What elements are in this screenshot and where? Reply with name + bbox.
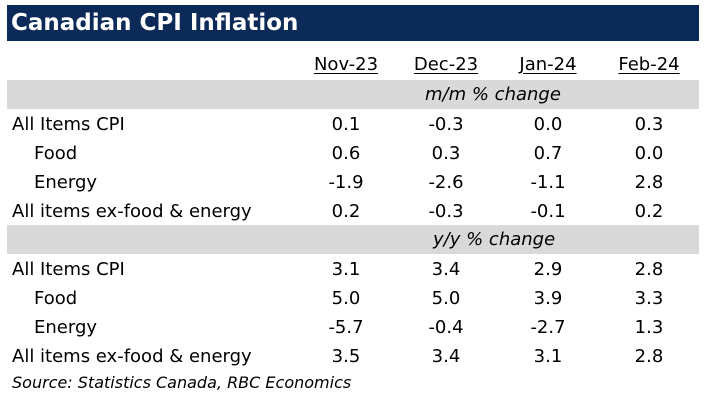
row-label: Food xyxy=(34,288,78,309)
table-cell: 3.5 xyxy=(331,346,361,367)
table-cell: 3.4 xyxy=(431,259,461,280)
column-header-jan-24: Jan-24 xyxy=(519,54,577,75)
table-row: Energy -5.7 -0.4 -2.7 1.3 xyxy=(0,313,706,342)
table-cell: 3.3 xyxy=(634,288,664,309)
table-cell: 0.0 xyxy=(634,143,664,164)
source-note: Source: Statistics Canada, RBC Economics xyxy=(12,373,352,392)
row-label: All items ex-food & energy xyxy=(12,346,252,367)
table-cell: 2.8 xyxy=(634,259,664,280)
table-cell: 0.2 xyxy=(634,201,664,222)
table-cell: 0.3 xyxy=(634,114,664,135)
table-cell: 0.2 xyxy=(331,201,361,222)
column-header-feb-24: Feb-24 xyxy=(618,54,680,75)
table-row: Food 5.0 5.0 3.9 3.3 xyxy=(0,284,706,313)
table-cell: 2.8 xyxy=(634,346,664,367)
column-header-nov-23: Nov-23 xyxy=(313,54,379,75)
table-title: Canadian CPI Inflation xyxy=(7,5,699,41)
table-row: All items ex-food & energy 3.5 3.4 3.1 2… xyxy=(0,342,706,371)
table-cell: 0.7 xyxy=(533,143,563,164)
table-cell: 3.1 xyxy=(533,346,563,367)
table-cell: -0.3 xyxy=(428,201,464,222)
row-label: All Items CPI xyxy=(12,259,125,280)
table-cell: 3.4 xyxy=(431,346,461,367)
table-cell: -2.6 xyxy=(428,172,464,193)
row-label: All Items CPI xyxy=(12,114,125,135)
table-cell: 3.1 xyxy=(331,259,361,280)
row-label: Food xyxy=(34,143,78,164)
table-row: All Items CPI 3.1 3.4 2.9 2.8 xyxy=(0,255,706,284)
row-label: Energy xyxy=(34,317,98,338)
table-cell: 0.1 xyxy=(331,114,361,135)
table-cell: -1.1 xyxy=(530,172,566,193)
table-cell: 2.9 xyxy=(533,259,563,280)
table-cell: 1.3 xyxy=(634,317,664,338)
table-cell: 0.0 xyxy=(533,114,563,135)
table-cell: -0.3 xyxy=(428,114,464,135)
table-cell: 2.8 xyxy=(634,172,664,193)
table-cell: 5.0 xyxy=(331,288,361,309)
table-cell: 3.9 xyxy=(533,288,563,309)
row-label: All items ex-food & energy xyxy=(12,201,252,222)
section-header-yy: y/y % change xyxy=(7,225,699,254)
section-header-label: m/m % change xyxy=(425,84,561,105)
table-cell: -0.1 xyxy=(530,201,566,222)
table-cell: -1.9 xyxy=(328,172,364,193)
table-row: Energy -1.9 -2.6 -1.1 2.8 xyxy=(0,168,706,197)
table-cell: 0.6 xyxy=(331,143,361,164)
section-header-label: y/y % change xyxy=(433,229,556,250)
column-header-dec-23: Dec-23 xyxy=(413,54,479,75)
table-cell: -5.7 xyxy=(328,317,364,338)
table-cell: -0.4 xyxy=(428,317,464,338)
table-row: Food 0.6 0.3 0.7 0.0 xyxy=(0,139,706,168)
table-cell: 0.3 xyxy=(431,143,461,164)
row-label: Energy xyxy=(34,172,98,193)
table-cell: -2.7 xyxy=(530,317,566,338)
section-header-mm: m/m % change xyxy=(7,80,699,109)
table-row: All items ex-food & energy 0.2 -0.3 -0.1… xyxy=(0,197,706,226)
table-row: All Items CPI 0.1 -0.3 0.0 0.3 xyxy=(0,110,706,139)
table-cell: 5.0 xyxy=(431,288,461,309)
